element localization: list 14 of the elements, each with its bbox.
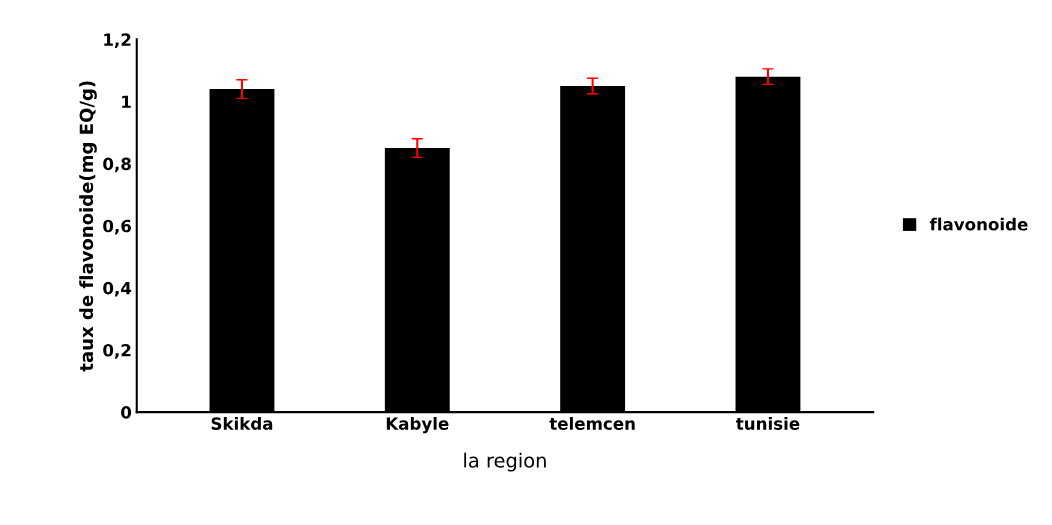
x-axis-title: la region	[464, 452, 546, 472]
x-tick-label: tunisie	[736, 416, 800, 430]
y-tick-label: 0,6	[103, 219, 131, 235]
x-tick-label: Skikda	[211, 416, 273, 430]
y-tick-label: 1,2	[104, 33, 131, 49]
x-tick-label: telemcen	[549, 416, 635, 430]
legend-label: flavonoide	[929, 217, 1028, 231]
y-tick-label: 0,4	[103, 281, 132, 297]
y-tick-label: 0,2	[103, 343, 131, 359]
y-tick-label: 0,8	[103, 157, 131, 173]
y-axis-title: taux de flavonoide(mg EQ/g)	[79, 81, 97, 372]
x-tick-label: Kabyle	[386, 416, 449, 434]
y-tick-label: 0	[121, 406, 132, 419]
y-tick-label: 1	[122, 95, 131, 108]
